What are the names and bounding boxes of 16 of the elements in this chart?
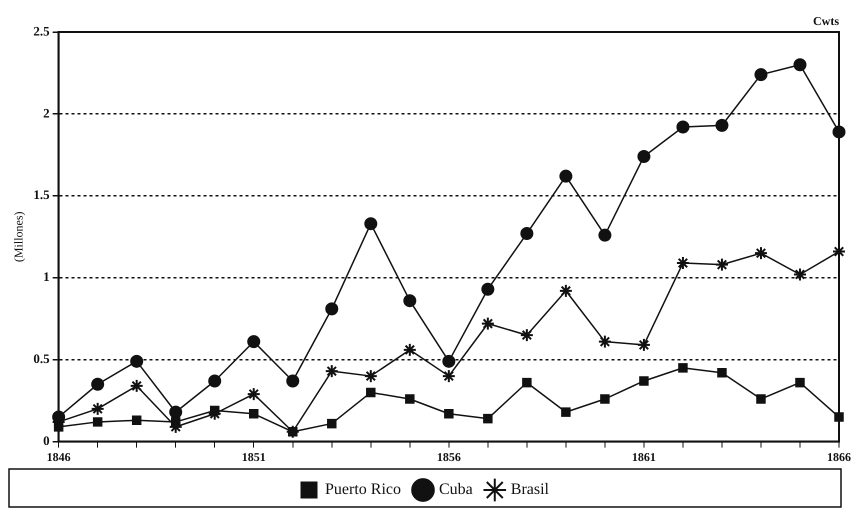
text: Cwts	[813, 14, 840, 28]
x-tick-label: 1856	[436, 450, 461, 464]
x-tick-label: 1851	[242, 450, 266, 464]
x-tick-label: 1846	[46, 450, 71, 464]
y-tick-label: 0.5	[33, 351, 50, 366]
x-tick-label: 1861	[632, 450, 656, 464]
y-tick-label: 2.5	[33, 23, 50, 38]
y-tick-label: 1	[43, 269, 50, 284]
y-axis-title: (Millones)	[11, 211, 26, 262]
legend-label: Cuba	[439, 481, 473, 498]
y-tick-label: 2	[43, 105, 50, 120]
x-tick-label: 1866	[827, 450, 851, 464]
y-tick-label: 1.5	[33, 187, 50, 202]
legend-label: Puerto Rico	[325, 481, 402, 498]
legend-label: Brasil	[510, 481, 550, 498]
y-tick-label: 0	[43, 432, 50, 448]
